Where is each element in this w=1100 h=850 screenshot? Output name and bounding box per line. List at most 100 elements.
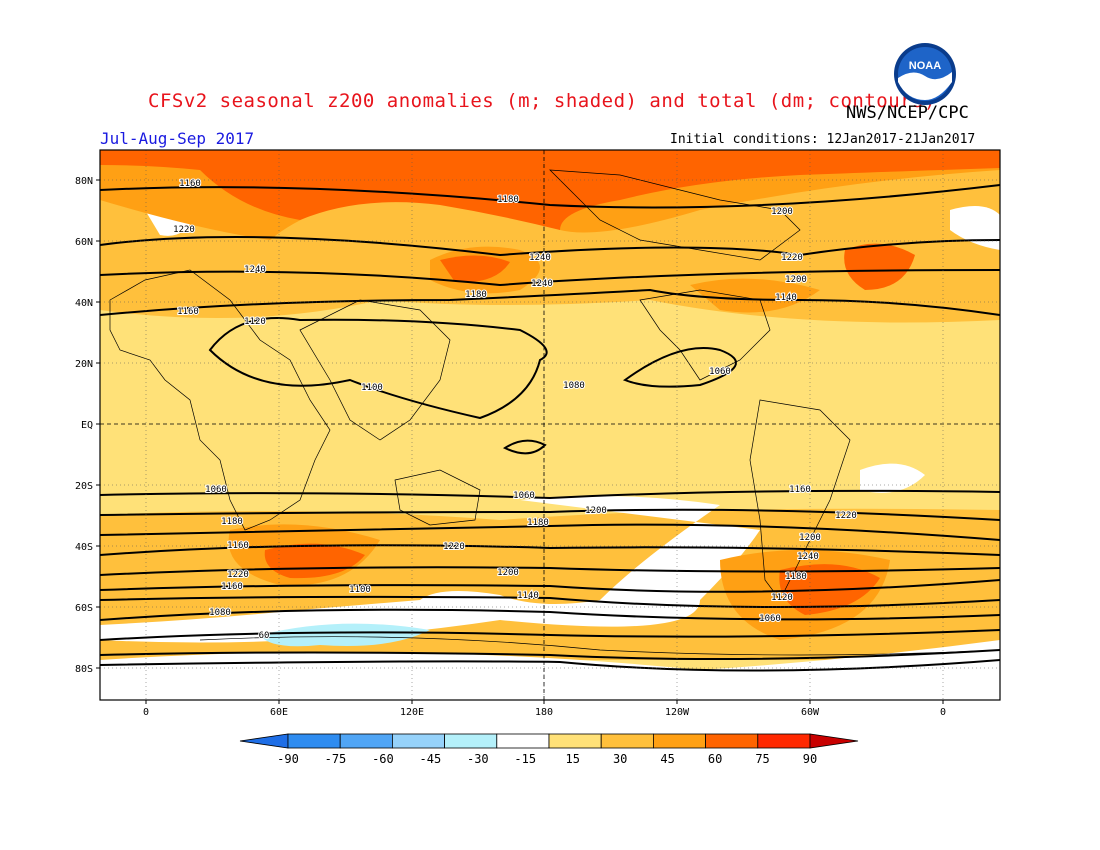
contour-label: 1200 xyxy=(585,506,607,516)
contour-label: 1160 xyxy=(221,582,243,592)
contour-label: 1200 xyxy=(497,568,519,578)
colorbar-high-arrow xyxy=(809,733,859,749)
contour-label: 1060 xyxy=(709,367,731,377)
anomaly-patch-60-75-atlantic xyxy=(844,243,915,290)
coastline-2 xyxy=(394,469,481,526)
colorbar-swatch xyxy=(548,733,602,749)
contour-label: 1160 xyxy=(789,485,811,495)
colorbar-low-arrow xyxy=(239,733,289,749)
height-contour-7 xyxy=(100,489,1000,500)
contour-label: 1180 xyxy=(465,290,487,300)
contour-label: 1140 xyxy=(775,293,797,303)
height-contour-9 xyxy=(100,523,1000,541)
contour-label: 1240 xyxy=(529,253,551,263)
contour-label: 1240 xyxy=(797,552,819,562)
lat-label: 40N xyxy=(75,298,93,309)
height-contour-14 xyxy=(100,608,1000,621)
colorbar-label: 75 xyxy=(755,752,769,766)
colorbar-label: -45 xyxy=(420,752,442,766)
coastline-3 xyxy=(639,289,771,381)
contour-label: 1080 xyxy=(209,608,231,618)
colorbar-label: -90 xyxy=(277,752,299,766)
logo-text: NOAA xyxy=(909,60,941,72)
contour-label: 1180 xyxy=(497,195,519,205)
colorbar-swatch xyxy=(705,733,759,749)
lat-label: 20N xyxy=(75,359,93,370)
contour-label: 1060 xyxy=(513,491,535,501)
contour-label: 1220 xyxy=(781,253,803,263)
lat-label: 60N xyxy=(75,237,93,248)
height-contour-16 xyxy=(100,649,1000,660)
lon-label: 0 xyxy=(143,707,149,718)
contour-label: 1060 xyxy=(205,485,227,495)
contour-label: 1160 xyxy=(179,179,201,189)
contour-label: 1180 xyxy=(527,518,549,528)
colorbar-swatch xyxy=(757,733,811,749)
coastline-6 xyxy=(199,636,1000,656)
contour-label: 1180 xyxy=(221,517,243,527)
lon-label: 120E xyxy=(400,707,424,718)
contour-label: 1100 xyxy=(349,585,371,595)
anomaly-patch-negative-antarctic xyxy=(260,623,430,647)
anomaly-patch-60-75-pacific xyxy=(440,255,510,283)
contour-label: 1160 xyxy=(227,541,249,551)
contour-label: 1100 xyxy=(361,383,383,393)
coastline-5 xyxy=(549,169,801,261)
contour-label: 1240 xyxy=(531,279,553,289)
lat-label: 80S xyxy=(75,664,93,675)
contour-label: 1200 xyxy=(799,533,821,543)
height-contour-6 xyxy=(502,439,547,455)
height-contour-17 xyxy=(100,659,1000,672)
height-contour-12 xyxy=(100,579,1000,593)
contour-label: 1120 xyxy=(244,317,266,327)
colorbar-swatch xyxy=(653,733,707,749)
initial-conditions-label: Initial conditions: 12Jan2017-21Jan2017 xyxy=(670,132,976,147)
coastline-4 xyxy=(749,399,851,601)
contour-label: 1180 xyxy=(785,572,807,582)
contour-label: 1220 xyxy=(227,570,249,580)
contour-label: 1060 xyxy=(759,614,781,624)
colorbar-label: 45 xyxy=(660,752,674,766)
agency-label: NWS/NCEP/CPC xyxy=(846,103,969,123)
height-contour-15 xyxy=(100,629,1000,641)
colorbar-swatch xyxy=(444,733,498,749)
colorbar-swatch xyxy=(391,733,445,749)
contour-label: 1140 xyxy=(517,591,539,601)
contour-label: 1220 xyxy=(443,542,465,552)
colorbar-label: 60 xyxy=(708,752,722,766)
height-contour-3 xyxy=(100,288,1000,316)
contour-label: 60 xyxy=(259,631,270,641)
coastline-1 xyxy=(299,299,451,441)
lon-label: 120W xyxy=(665,707,690,718)
contour-label: 1200 xyxy=(785,275,807,285)
anomaly-band-weak-south xyxy=(100,496,760,643)
lon-label: 180 xyxy=(535,707,553,718)
colorbar-swatch xyxy=(287,733,341,749)
colorbar-swatch xyxy=(496,733,550,749)
map-field xyxy=(100,150,1000,700)
map-frame xyxy=(99,149,1001,701)
height-contour-1 xyxy=(100,236,1000,257)
height-contour-10 xyxy=(100,544,1000,556)
height-contour-4 xyxy=(208,317,548,420)
coastline-0 xyxy=(109,269,331,531)
noaa-logo-icon: NOAA xyxy=(894,43,956,105)
contour-label: 1080 xyxy=(563,381,585,391)
lat-label: 60S xyxy=(75,603,93,614)
lat-label: 80N xyxy=(75,176,93,187)
lon-label: 0 xyxy=(940,707,946,718)
colorbar-label: -60 xyxy=(372,752,394,766)
contour-label-group: 1160 1180 1200 1220 1240 1240 1240 1220 1200 1180… xyxy=(172,178,858,642)
lat-label: EQ xyxy=(81,420,93,431)
figure-title: CFSv2 seasonal z200 anomalies (m; shaded… xyxy=(148,90,936,112)
anomaly-band-60-75-north xyxy=(100,150,1000,230)
lat-label: 40S xyxy=(75,542,93,553)
height-contour-8 xyxy=(100,508,1000,521)
contour-label: 1220 xyxy=(173,225,195,235)
season-label: Jul-Aug-Sep 2017 xyxy=(100,129,255,148)
colorbar-swatch xyxy=(600,733,654,749)
colorbar-label: 90 xyxy=(803,752,817,766)
contour-label: 1120 xyxy=(771,593,793,603)
height-contour-13 xyxy=(100,595,1000,609)
